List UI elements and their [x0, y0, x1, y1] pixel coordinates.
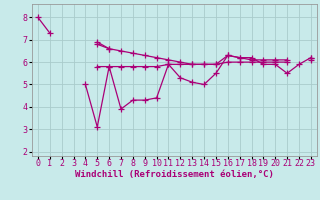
X-axis label: Windchill (Refroidissement éolien,°C): Windchill (Refroidissement éolien,°C): [75, 170, 274, 179]
